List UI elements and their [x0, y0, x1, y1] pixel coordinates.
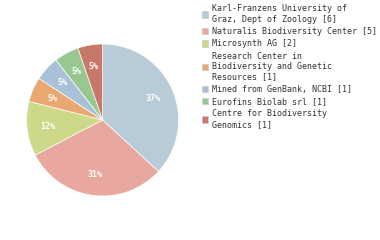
Text: 5%: 5%	[57, 78, 67, 87]
Wedge shape	[27, 101, 103, 155]
Text: 5%: 5%	[48, 94, 57, 102]
Wedge shape	[35, 120, 158, 196]
Text: 37%: 37%	[145, 94, 160, 102]
Wedge shape	[39, 60, 103, 120]
Wedge shape	[29, 78, 103, 120]
Text: 5%: 5%	[71, 67, 82, 76]
Text: 31%: 31%	[88, 170, 103, 179]
Text: 12%: 12%	[41, 122, 56, 131]
Text: 5%: 5%	[89, 61, 98, 71]
Legend: Karl-Franzens University of
Graz, Dept of Zoology [6], Naturalis Biodiversity Ce: Karl-Franzens University of Graz, Dept o…	[202, 4, 377, 129]
Wedge shape	[56, 48, 103, 120]
Wedge shape	[103, 44, 179, 171]
Wedge shape	[78, 44, 103, 120]
